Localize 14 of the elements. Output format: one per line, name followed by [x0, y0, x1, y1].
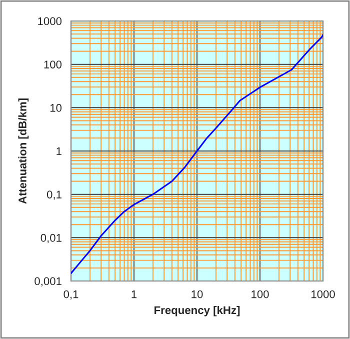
x-tick-label: 100	[252, 290, 269, 298]
y-tick-label: 100	[44, 60, 62, 68]
y-tick-label: 0,01	[40, 234, 62, 244]
y-tick-label: 10	[50, 104, 62, 112]
y-tick-label: 0,1	[46, 190, 62, 200]
y-tick-label: 1	[56, 147, 62, 156]
x-tick-label: 0,1	[64, 290, 78, 300]
x-tick-label: 10	[192, 290, 203, 298]
x-axis-title: Frequency [kHz]	[154, 306, 240, 316]
y-tick-label: 1000	[38, 17, 62, 26]
y-axis-title: Attenuation [dB/km]	[18, 98, 29, 204]
x-tick-label: 1	[132, 290, 137, 298]
y-tick-label: 0,001	[34, 277, 62, 286]
x-tick-label: 1000	[311, 290, 335, 298]
